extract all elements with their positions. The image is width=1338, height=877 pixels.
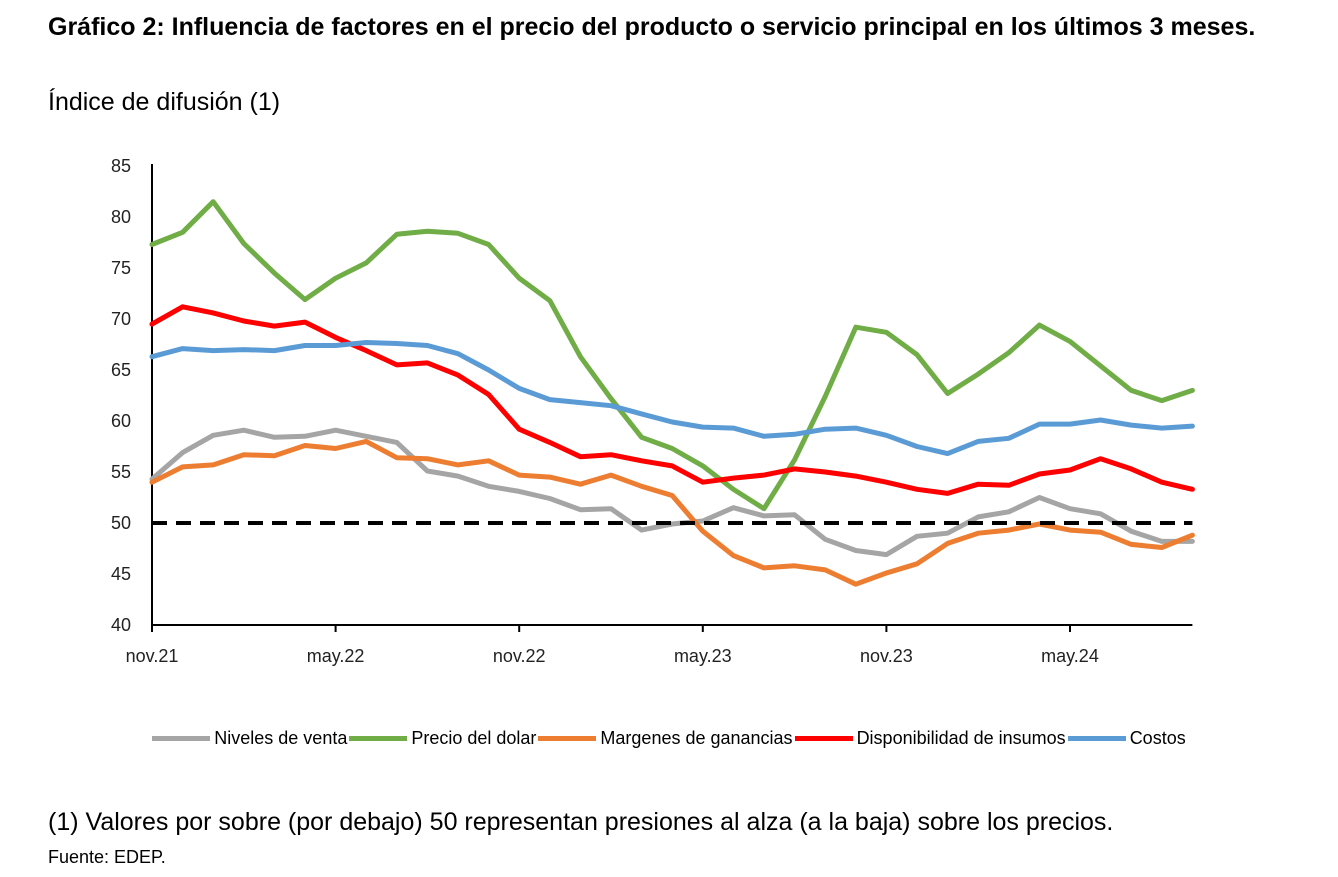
legend-item: Precio del dolar — [349, 728, 536, 749]
series-line-costos — [149, 340, 1195, 457]
y-tick-label: 50 — [111, 513, 131, 533]
x-tick-label: nov.22 — [493, 646, 546, 666]
legend-swatch — [1067, 736, 1126, 741]
series-line-margenes-de-ganancias — [149, 438, 1195, 587]
legend-swatch — [538, 736, 597, 741]
legend-label: Niveles de venta — [214, 728, 348, 748]
legend-label: Margenes de ganancias — [600, 728, 793, 748]
footnote: (1) Valores por sobre (por debajo) 50 re… — [48, 808, 1114, 836]
legend-label: Precio del dolar — [411, 728, 537, 748]
y-tick-label: 80 — [111, 207, 131, 227]
legend-label: Costos — [1129, 728, 1186, 748]
series-line-precio-del-dolar — [149, 199, 1195, 512]
x-tick-label: may.24 — [1041, 646, 1099, 666]
y-tick-label: 45 — [111, 564, 131, 584]
legend-item: Costos — [1067, 728, 1186, 749]
legend-item: Niveles de venta — [152, 728, 347, 749]
y-tick-label: 55 — [111, 462, 131, 482]
chart-title: Gráfico 2: Influencia de factores en el … — [48, 13, 1256, 41]
y-tick-label: 70 — [111, 309, 131, 329]
x-tick-label: may.22 — [307, 646, 365, 666]
legend-swatch — [794, 736, 853, 741]
legend-label: Disponibilidad de insumos — [856, 728, 1066, 748]
y-tick-label: 60 — [111, 411, 131, 431]
x-tick-label: nov.23 — [860, 646, 913, 666]
y-tick-label: 85 — [111, 156, 131, 176]
legend-swatch — [349, 736, 408, 741]
legend-swatch — [152, 736, 211, 741]
series-line-niveles-de-venta — [149, 427, 1195, 558]
x-tick-label: may.23 — [674, 646, 732, 666]
source-note: Fuente: EDEP. — [48, 847, 166, 867]
legend-item: Disponibilidad de insumos — [794, 728, 1066, 749]
chart-subtitle: Índice de difusión (1) — [48, 88, 281, 116]
y-tick-label: 65 — [111, 360, 131, 380]
chart-legend: Niveles de venta Precio del dolar Margenes… — [0, 728, 1338, 749]
series-line-disponibilidad-de-insumos — [149, 304, 1195, 496]
legend-item: Margenes de ganancias — [538, 728, 793, 749]
y-tick-label: 75 — [111, 258, 131, 278]
y-tick-label: 40 — [111, 615, 131, 635]
line-chart: 40 45 50 55 60 65 70 75 80 85 nov.21 may.22 nov.22 ma… — [111, 156, 1195, 666]
x-tick-label: nov.21 — [126, 646, 179, 666]
